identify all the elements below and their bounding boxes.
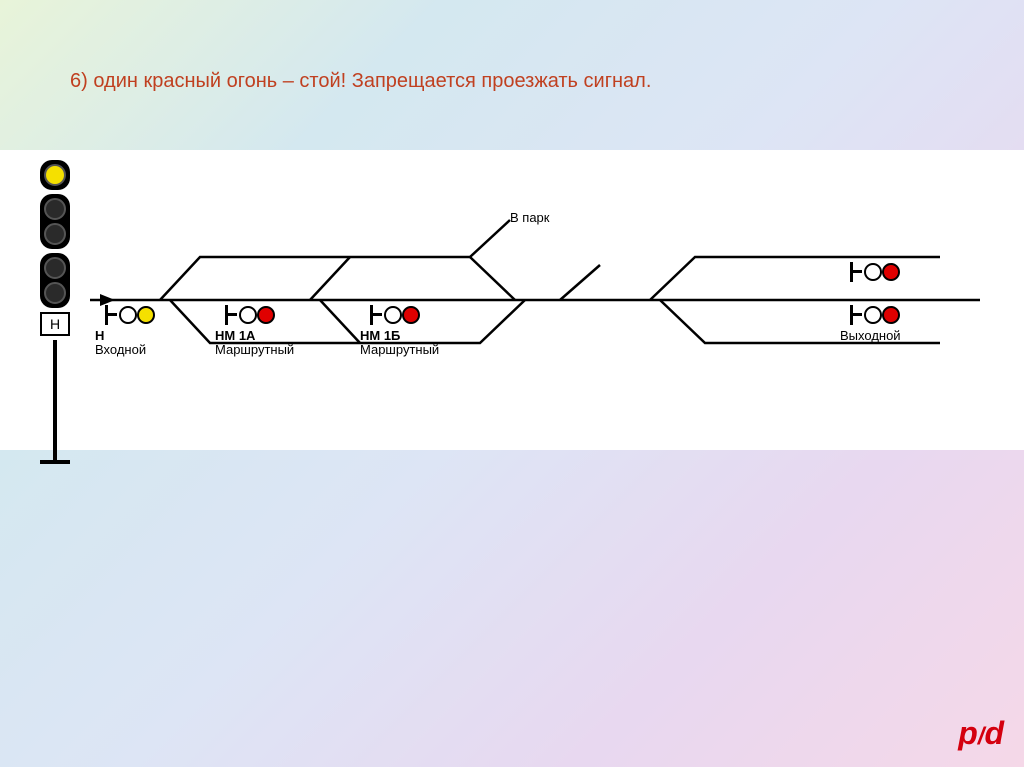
dwarf-signal-label: НВходной: [95, 329, 195, 358]
dwarf-signal-out2: Выходной: [850, 305, 900, 325]
dwarf-light: [239, 306, 257, 324]
dwarf-signal-out1: [850, 262, 900, 282]
track-layout: [0, 150, 1024, 450]
dwarf-light: [402, 306, 420, 324]
dwarf-label-bottom: Маршрутный: [360, 343, 460, 357]
dwarf-light: [864, 306, 882, 324]
dwarf-label-top: НМ 1А: [215, 329, 315, 343]
dwarf-bracket: [850, 305, 864, 325]
dwarf-bracket: [225, 305, 239, 325]
signal-pole-base: [40, 460, 70, 464]
dwarf-signal-nm1b: НМ 1БМаршрутный: [370, 305, 420, 325]
dwarf-signal-label: НМ 1АМаршрутный: [215, 329, 315, 358]
dwarf-label-bottom: Выходной: [840, 329, 940, 343]
track-diagram: Н В парк НВходнойНМ 1АМаршрутныйНМ 1БМар…: [0, 150, 1024, 450]
dwarf-light: [119, 306, 137, 324]
dwarf-light: [882, 306, 900, 324]
dwarf-light: [864, 263, 882, 281]
dwarf-label-bottom: Входной: [95, 343, 195, 357]
dwarf-bracket: [850, 262, 864, 282]
dwarf-label-top: НМ 1Б: [360, 329, 460, 343]
dwarf-signal-label: Выходной: [840, 329, 940, 343]
rzd-logo: p/d: [958, 715, 1004, 752]
dwarf-signal-nm1a: НМ 1АМаршрутный: [225, 305, 275, 325]
dwarf-light: [882, 263, 900, 281]
dwarf-bracket: [105, 305, 119, 325]
dwarf-label-bottom: Маршрутный: [215, 343, 315, 357]
vpark-label: В парк: [510, 210, 549, 225]
dwarf-bracket: [370, 305, 384, 325]
dwarf-signal-label: НМ 1БМаршрутный: [360, 329, 460, 358]
dwarf-light: [384, 306, 402, 324]
dwarf-signal-vhodnoy: НВходной: [105, 305, 155, 325]
dwarf-light: [257, 306, 275, 324]
dwarf-light: [137, 306, 155, 324]
page-title: 6) один красный огонь – стой! Запрещаетс…: [70, 70, 651, 93]
dwarf-label-top: Н: [95, 329, 195, 343]
